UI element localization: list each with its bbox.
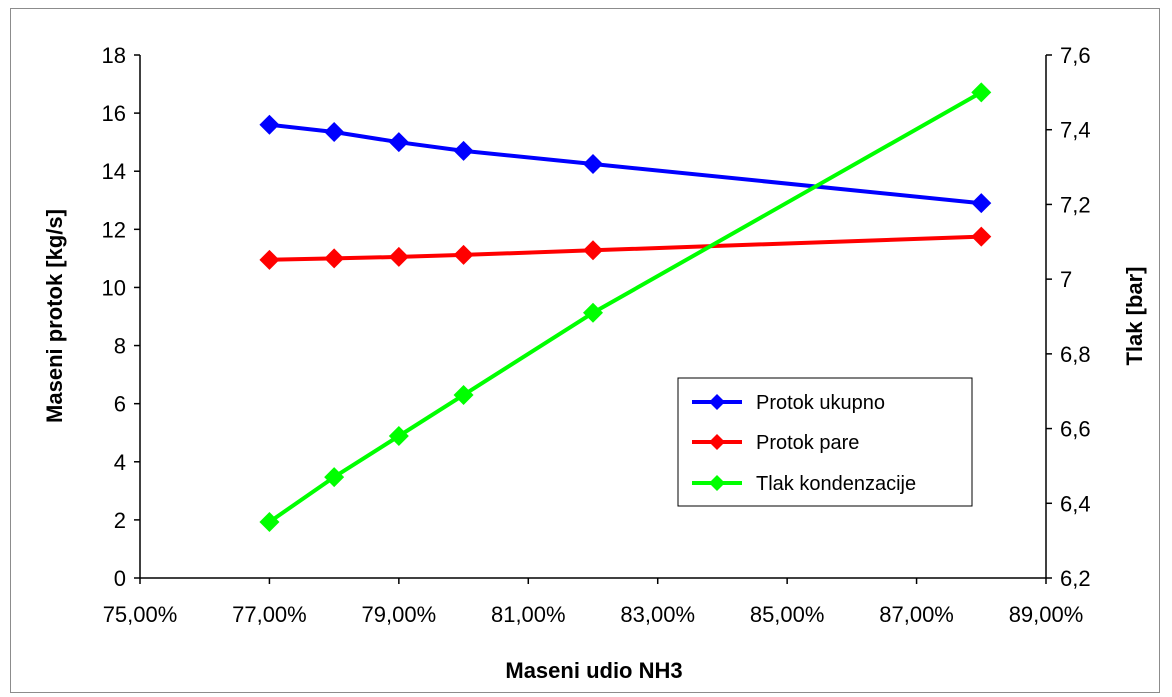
data-point-protok-ukupno <box>971 193 992 214</box>
legend: Protok ukupno Protok pare Tlak kondenzac… <box>677 377 973 507</box>
y-left-tick-label: 16 <box>102 101 126 126</box>
y-axis-right-title: Tlak [bar] <box>1122 266 1147 365</box>
x-tick-label: 89,00% <box>1009 602 1084 627</box>
x-axis-title: Maseni udio NH3 <box>505 658 682 683</box>
series-tlak-kondenzacije <box>259 82 992 532</box>
y-left-tick-label: 0 <box>114 566 126 591</box>
data-point-protok-ukupno <box>259 114 280 135</box>
data-point-protok-pare <box>453 244 474 265</box>
series-line-tlak-kondenzacije <box>268 90 983 524</box>
legend-entry-protok-ukupno: Protok ukupno <box>692 392 885 414</box>
data-point-protok-pare <box>388 246 409 267</box>
y-right-tick-label: 6,4 <box>1060 491 1091 516</box>
y-left-tick-label: 12 <box>102 217 126 242</box>
series-line-protok-pare <box>269 234 982 262</box>
y-right-tick-label: 7 <box>1060 267 1072 292</box>
legend-label-protok-pare: Protok pare <box>756 432 859 454</box>
y-right-tick-label: 6,6 <box>1060 417 1091 442</box>
data-point-protok-ukupno <box>388 132 409 153</box>
y-left-tick-label: 18 <box>102 43 126 68</box>
legend-entry-tlak-kondenzacije: Tlak kondenzacije <box>692 473 916 495</box>
legend-label-tlak-kondenzacije: Tlak kondenzacije <box>756 473 916 495</box>
series-line-protok-ukupno <box>269 122 982 206</box>
x-tick-label: 77,00% <box>232 602 307 627</box>
y-left-tick-label: 2 <box>114 508 126 533</box>
series-layer <box>259 82 992 532</box>
y-left-tick-label: 10 <box>102 275 126 300</box>
y-right-tick-label: 6,2 <box>1060 566 1091 591</box>
data-point-tlak-kondenzacije <box>583 302 603 323</box>
data-point-tlak-kondenzacije <box>324 467 345 488</box>
data-point-protok-pare <box>259 249 280 270</box>
series-protok-pare <box>259 226 992 270</box>
legend-entry-protok-pare: Protok pare <box>692 432 859 454</box>
y-right-tick-label: 7,4 <box>1060 118 1091 143</box>
data-point-protok-pare <box>971 226 992 247</box>
data-point-protok-pare <box>583 240 603 261</box>
data-point-tlak-kondenzacije <box>259 511 280 532</box>
x-tick-label: 87,00% <box>879 602 954 627</box>
y-right-tick-label: 7,2 <box>1060 192 1091 217</box>
x-tick-label: 81,00% <box>491 602 566 627</box>
legend-label-protok-ukupno: Protok ukupno <box>756 392 885 414</box>
data-point-protok-pare <box>324 248 345 269</box>
chart-frame <box>10 8 1160 693</box>
axes: 75,00% 77,00% 79,00% 81,00% 83,00% 85,00% 87,0… <box>102 43 1091 627</box>
data-point-tlak-kondenzacije <box>388 426 409 447</box>
y-left-tick-label: 4 <box>114 450 126 475</box>
y-left-tick-label: 6 <box>114 392 126 417</box>
x-tick-label: 85,00% <box>750 602 825 627</box>
x-tick-label: 83,00% <box>620 602 695 627</box>
y-right-tick-label: 7,6 <box>1060 43 1091 68</box>
data-point-tlak-kondenzacije <box>971 82 992 103</box>
data-point-protok-ukupno <box>453 140 474 161</box>
y-right-tick-label: 6,8 <box>1060 342 1091 367</box>
data-point-protok-ukupno <box>583 153 603 174</box>
y-left-tick-label: 14 <box>102 159 126 184</box>
y-axis-left-title: Maseni protok [kg/s] <box>42 209 67 423</box>
x-tick-label: 75,00% <box>103 602 178 627</box>
y-left-tick-label: 8 <box>114 334 126 359</box>
data-point-protok-ukupno <box>324 121 345 142</box>
series-protok-ukupno <box>259 114 992 214</box>
x-tick-label: 79,00% <box>362 602 437 627</box>
data-point-tlak-kondenzacije <box>453 384 474 405</box>
